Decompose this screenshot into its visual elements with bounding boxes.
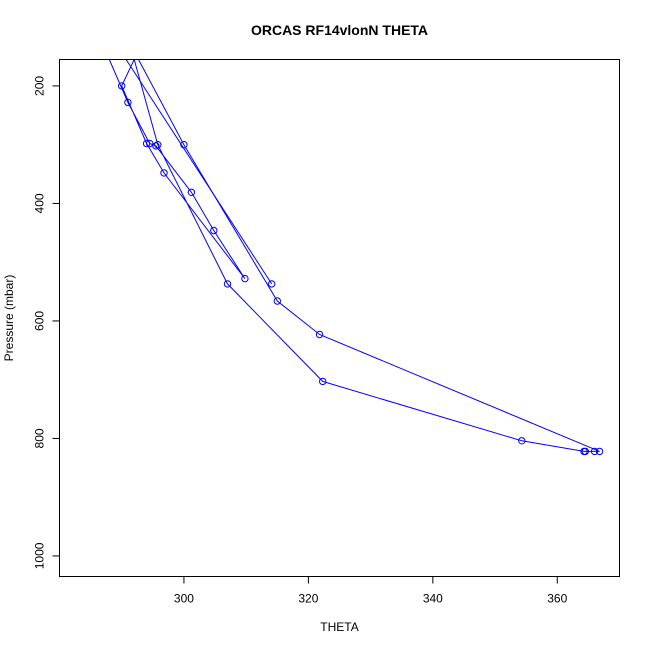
y-tick-label: 400 (33, 193, 47, 213)
y-tick-label: 1000 (33, 542, 47, 569)
x-tick-label: 360 (547, 592, 567, 606)
data-point (146, 139, 154, 148)
chart-title: ORCAS RF14vlonN THETA (251, 22, 428, 38)
data-point (315, 330, 324, 339)
x-axis-label: THETA (320, 620, 358, 634)
series-line-2 (125, 59, 273, 285)
x-axis: 300 320 340 360 (174, 576, 568, 606)
data-point (268, 280, 276, 288)
data-point (273, 297, 281, 305)
data-point (152, 142, 160, 150)
x-tick-label: 340 (423, 592, 443, 606)
data-point (581, 447, 589, 456)
series-line-1 (108, 59, 600, 452)
data-point (590, 447, 599, 456)
data-point (118, 82, 126, 90)
y-axis-label: Pressure (mbar) (2, 275, 16, 362)
data-point (319, 377, 327, 386)
series-layer (108, 59, 604, 456)
data-point (223, 280, 232, 288)
data-point (142, 139, 151, 148)
y-axis: 200 400 600 800 1000 (33, 76, 60, 569)
data-point (154, 141, 162, 149)
data-point (160, 169, 168, 177)
data-point (518, 437, 526, 445)
plot-area (108, 59, 604, 456)
x-tick-label: 300 (174, 592, 194, 606)
y-tick-label: 600 (33, 311, 47, 331)
y-tick-label: 200 (33, 76, 47, 96)
data-point (124, 98, 132, 107)
data-point (595, 447, 604, 456)
y-tick-label: 800 (33, 428, 47, 448)
data-point (210, 226, 218, 235)
x-tick-label: 320 (298, 592, 318, 606)
data-point (241, 274, 249, 283)
data-point (187, 188, 196, 197)
